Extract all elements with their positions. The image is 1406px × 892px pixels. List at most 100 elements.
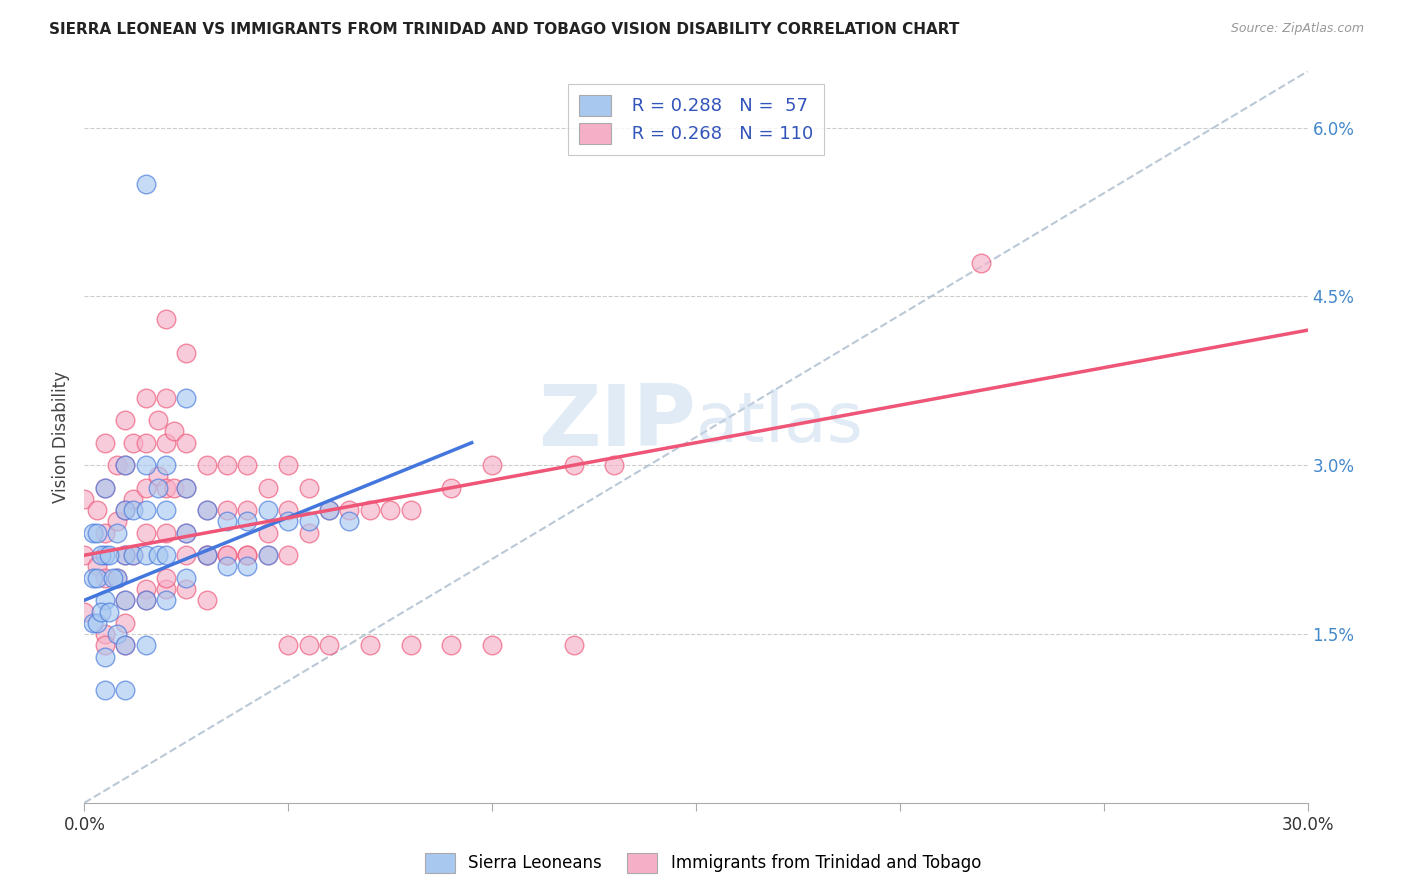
Point xyxy=(217,548,239,562)
Point xyxy=(90,605,112,619)
Point xyxy=(195,458,218,473)
Point xyxy=(73,491,96,506)
Point xyxy=(105,571,128,585)
Point xyxy=(155,548,177,562)
Point xyxy=(122,503,145,517)
Point xyxy=(236,559,259,574)
Point xyxy=(73,548,96,562)
Point xyxy=(93,627,115,641)
Point xyxy=(298,525,321,540)
Point xyxy=(155,391,177,405)
Y-axis label: Vision Disability: Vision Disability xyxy=(52,371,70,503)
Point xyxy=(105,571,128,585)
Point xyxy=(174,525,197,540)
Point xyxy=(93,481,115,495)
Point xyxy=(195,503,218,517)
Point xyxy=(82,615,104,630)
Point xyxy=(86,559,108,574)
Point xyxy=(257,481,280,495)
Point xyxy=(122,548,145,562)
Text: ZIP: ZIP xyxy=(538,381,696,464)
Point xyxy=(236,548,259,562)
Point xyxy=(135,593,157,607)
Point xyxy=(146,548,169,562)
Point xyxy=(174,345,197,359)
Point xyxy=(105,525,128,540)
Point xyxy=(174,571,197,585)
Point xyxy=(195,503,218,517)
Point xyxy=(135,525,157,540)
Point xyxy=(155,458,177,473)
Point xyxy=(562,638,585,652)
Point xyxy=(114,458,136,473)
Point xyxy=(339,503,361,517)
Point xyxy=(97,548,120,562)
Point xyxy=(86,615,108,630)
Point xyxy=(277,503,299,517)
Point xyxy=(359,503,381,517)
Point xyxy=(562,458,585,473)
Point xyxy=(318,638,340,652)
Point xyxy=(277,548,299,562)
Point xyxy=(73,605,96,619)
Point xyxy=(146,413,169,427)
Point xyxy=(155,525,177,540)
Point xyxy=(257,548,280,562)
Point xyxy=(146,481,169,495)
Point xyxy=(105,458,128,473)
Point xyxy=(114,458,136,473)
Point xyxy=(236,515,259,529)
Point xyxy=(236,503,259,517)
Point xyxy=(93,481,115,495)
Point xyxy=(155,481,177,495)
Text: SIERRA LEONEAN VS IMMIGRANTS FROM TRINIDAD AND TOBAGO VISION DISABILITY CORRELAT: SIERRA LEONEAN VS IMMIGRANTS FROM TRINID… xyxy=(49,22,959,37)
Point xyxy=(277,638,299,652)
Point xyxy=(298,515,321,529)
Point xyxy=(93,525,115,540)
Point xyxy=(114,413,136,427)
Point xyxy=(135,481,157,495)
Point xyxy=(155,503,177,517)
Point xyxy=(257,525,280,540)
Point xyxy=(298,638,321,652)
Point xyxy=(93,571,115,585)
Point xyxy=(195,548,218,562)
Point xyxy=(298,481,321,495)
Point xyxy=(481,458,503,473)
Point xyxy=(97,605,120,619)
Point xyxy=(277,458,299,473)
Point xyxy=(217,458,239,473)
Point xyxy=(399,638,422,652)
Point xyxy=(163,425,186,439)
Legend:  R = 0.288   N =  57,  R = 0.268   N = 110: R = 0.288 N = 57, R = 0.268 N = 110 xyxy=(568,84,824,154)
Point xyxy=(86,503,108,517)
Point xyxy=(217,503,239,517)
Text: Source: ZipAtlas.com: Source: ZipAtlas.com xyxy=(1230,22,1364,36)
Point xyxy=(114,503,136,517)
Point xyxy=(93,638,115,652)
Point xyxy=(195,593,218,607)
Point xyxy=(114,615,136,630)
Point xyxy=(195,548,218,562)
Point xyxy=(135,458,157,473)
Point xyxy=(82,571,104,585)
Point xyxy=(163,481,186,495)
Point xyxy=(114,683,136,698)
Point xyxy=(257,548,280,562)
Point xyxy=(155,582,177,596)
Point xyxy=(174,435,197,450)
Point xyxy=(135,582,157,596)
Point xyxy=(174,525,197,540)
Point xyxy=(155,435,177,450)
Point xyxy=(236,548,259,562)
Point xyxy=(174,548,197,562)
Point xyxy=(135,391,157,405)
Point xyxy=(236,458,259,473)
Point xyxy=(155,571,177,585)
Point xyxy=(339,515,361,529)
Point xyxy=(217,559,239,574)
Point xyxy=(217,548,239,562)
Point xyxy=(318,503,340,517)
Point xyxy=(122,435,145,450)
Point xyxy=(114,638,136,652)
